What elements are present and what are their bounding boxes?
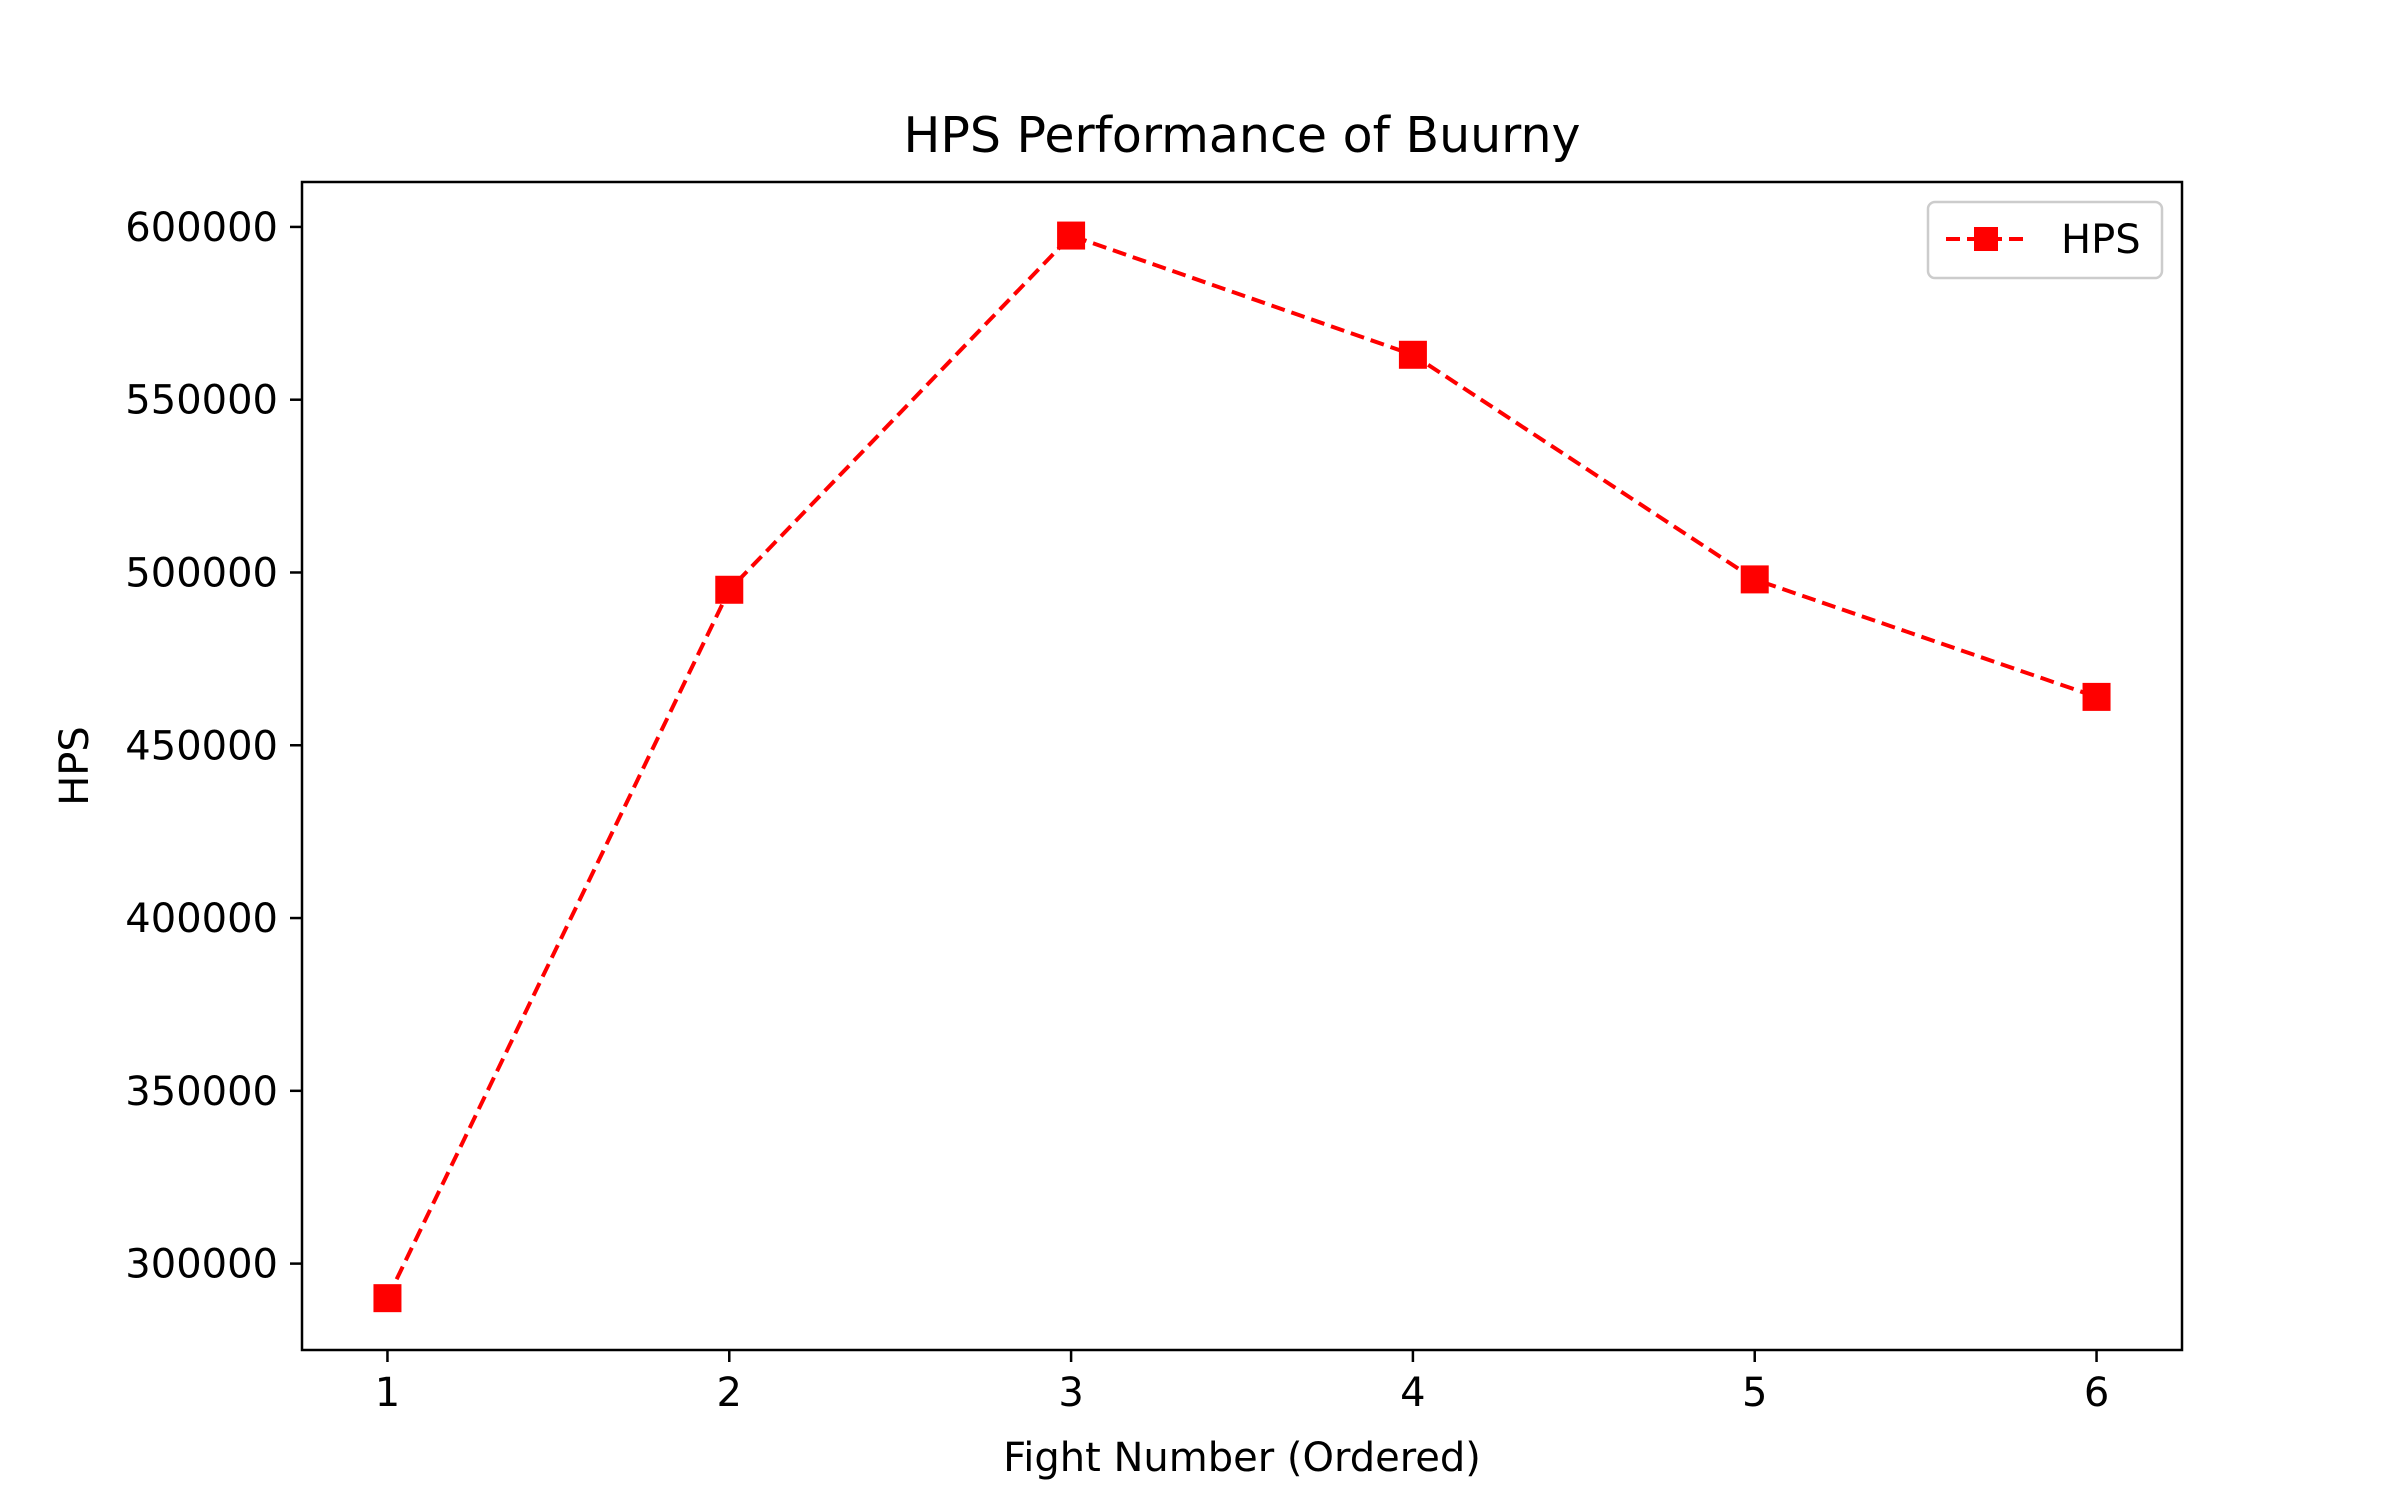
y-tick-label: 350000 — [125, 1069, 278, 1115]
data-point-marker — [715, 575, 744, 604]
legend-label: HPS — [2061, 217, 2141, 263]
y-axis-label: HPS — [52, 726, 98, 806]
x-axis-label: Fight Number (Ordered) — [1003, 1435, 1481, 1481]
chart-title: HPS Performance of Buurny — [903, 107, 1580, 164]
data-point-marker — [1398, 340, 1427, 369]
series-layer — [373, 221, 2111, 1313]
x-tick-label: 4 — [1400, 1370, 1425, 1416]
data-point-marker — [1740, 565, 1769, 594]
legend-marker-sample — [1974, 227, 1998, 251]
data-point-marker — [2082, 682, 2111, 711]
x-tick-label: 2 — [717, 1370, 742, 1416]
x-axis-ticks: 1 2 3 4 5 6 — [375, 1350, 2109, 1416]
y-tick-label: 300000 — [125, 1242, 278, 1288]
data-point-marker — [1057, 221, 1086, 250]
y-tick-label: 450000 — [125, 723, 278, 769]
series-line-hps — [385, 233, 2098, 1300]
x-tick-label: 6 — [2084, 1370, 2109, 1416]
y-tick-label: 500000 — [125, 550, 278, 596]
y-tick-label: 400000 — [125, 896, 278, 942]
x-tick-label: 5 — [1742, 1370, 1767, 1416]
y-tick-label: 550000 — [125, 378, 278, 424]
x-tick-label: 3 — [1058, 1370, 1083, 1416]
y-axis-ticks: 300000 350000 400000 450000 500000 550000 6000… — [125, 205, 302, 1288]
data-point-marker — [373, 1284, 402, 1313]
legend-box — [1926, 200, 2164, 280]
legend: HPS — [1926, 200, 2164, 280]
plot-area-frame — [300, 180, 2184, 1352]
x-tick-label: 1 — [375, 1370, 400, 1416]
y-tick-label: 600000 — [125, 205, 278, 251]
